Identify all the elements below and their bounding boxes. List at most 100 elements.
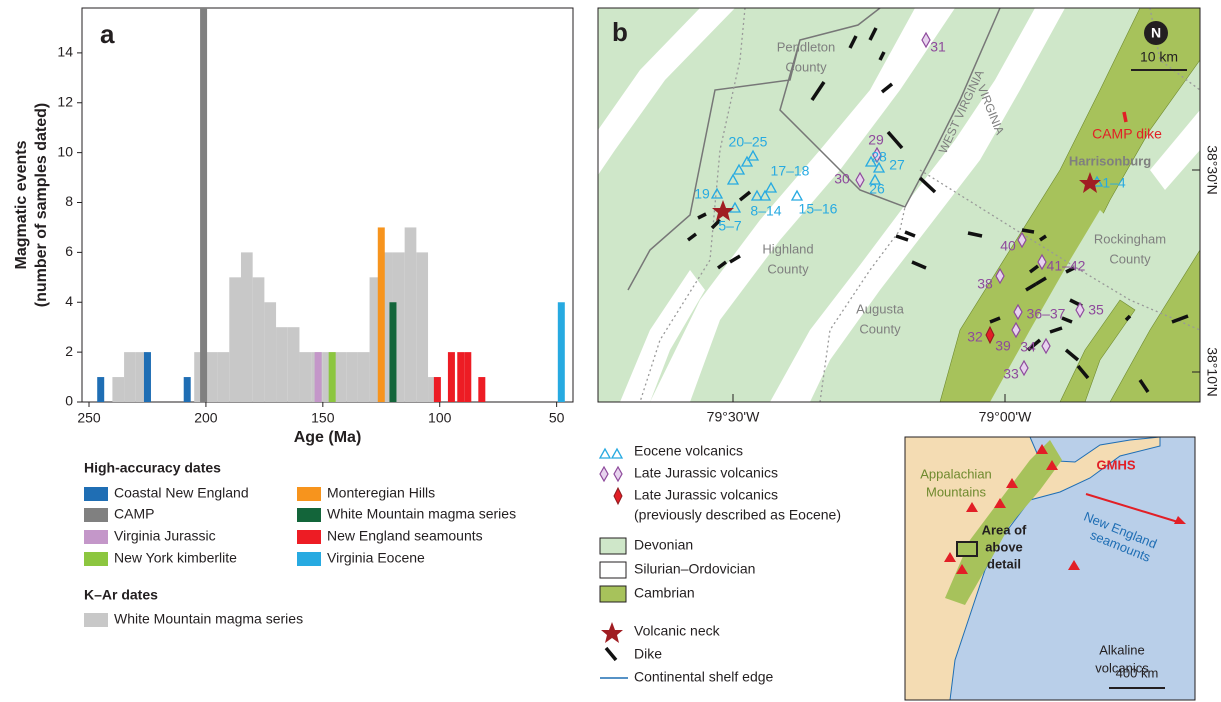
eocene-label: 20–25 (729, 134, 768, 150)
histogram-bar (264, 302, 277, 402)
histogram-bar (194, 352, 206, 402)
inset-label: above (985, 539, 1023, 554)
map-tick-label: 38°10'N (1204, 347, 1220, 397)
bar (433, 377, 441, 402)
cambrian (939, 8, 1200, 402)
y-tick-label: 6 (65, 243, 73, 259)
legend-label: Monteregian Hills (327, 485, 435, 501)
y-axis-label: Magmatic events (13, 140, 30, 269)
map-legend-label: Continental shelf edge (634, 669, 774, 685)
histogram-bar (381, 252, 393, 402)
place-label: Rockingham (1094, 231, 1166, 246)
bar (328, 352, 336, 402)
bar (478, 377, 486, 402)
dikes (686, 27, 1189, 393)
place-label: Pendleton (777, 39, 836, 54)
jurassic-label: 30 (834, 171, 850, 187)
panel-letter: b (612, 17, 628, 47)
legend-swatch (84, 530, 108, 544)
devonian-inlier (990, 210, 1115, 402)
inset-label: 400 km (1116, 665, 1159, 680)
legend-swatch (84, 613, 108, 627)
place-label: Augusta (856, 301, 904, 316)
histogram-bar (346, 352, 358, 402)
x-tick-label: 50 (549, 410, 565, 426)
legend-label: Coastal New England (114, 485, 249, 501)
bar (557, 302, 565, 402)
jurassic-label: 33 (1003, 366, 1019, 382)
scale-label: 10 km (1140, 49, 1178, 65)
north-label: N (1151, 25, 1161, 41)
map-legend-label: Volcanic neck (634, 623, 721, 639)
x-tick-label: 250 (77, 410, 101, 426)
legend-label: Virginia Eocene (327, 550, 425, 566)
map-legend-label: Dike (634, 646, 662, 662)
histogram-bar (252, 277, 265, 402)
camp-dike (1122, 111, 1128, 123)
legend-label: CAMP (114, 506, 154, 522)
bar (183, 377, 191, 402)
histogram-bar (135, 352, 148, 402)
histogram-bar (240, 252, 253, 402)
map-legend-label: (previously described as Eocene) (634, 507, 841, 523)
histogram-bar (217, 352, 230, 402)
place-label: County (1109, 251, 1151, 266)
jurassic-label: 34 (1020, 339, 1036, 355)
map-tick-label: 79°30'W (707, 409, 760, 425)
bar (447, 352, 455, 402)
map-legend-label: Eocene volcanics (634, 443, 743, 459)
state-border (627, 8, 1001, 291)
place-label: Harrisonburg (1069, 153, 1151, 168)
histogram-bar (392, 252, 405, 402)
histogram-bar (276, 327, 288, 402)
reclassified-symbol (985, 325, 995, 345)
x-tick-label: 200 (194, 410, 218, 426)
inset-label: GMHS (1097, 457, 1136, 472)
map-tick-label: 38°30'N (1204, 145, 1220, 195)
histogram-bar (357, 352, 370, 402)
bar (389, 302, 397, 402)
legend-title: High-accuracy dates (84, 460, 221, 476)
bar (97, 377, 105, 402)
inset-label: volcanics (1095, 660, 1149, 675)
jurassic-label: 29 (868, 132, 884, 148)
place-label: County (785, 59, 827, 74)
eocene-label: 17–18 (771, 163, 810, 179)
legend-label: New York kimberlite (114, 550, 237, 566)
inset-map (904, 436, 1196, 701)
map-ticks (732, 169, 1200, 402)
bar (457, 352, 465, 402)
map-legend-label: Cambrian (634, 585, 695, 601)
map (598, 8, 1200, 402)
legend-swatch (297, 552, 321, 566)
histogram-bar (205, 352, 218, 402)
map-legend-label: Late Jurassic volcanics (634, 465, 778, 481)
jurassic-label: 35 (1088, 302, 1104, 318)
jurassic-symbols (855, 31, 1085, 377)
eocene-label: 8–14 (750, 203, 781, 219)
histogram-bar (124, 352, 136, 402)
histogram-bar (369, 277, 382, 402)
jurassic-label: 31 (930, 39, 946, 55)
eocene-label: 19 (694, 186, 710, 202)
map-frame (597, 7, 1201, 403)
jurassic-label: 40 (1000, 238, 1016, 254)
inset-label: Area of (982, 522, 1027, 537)
place-label: Highland (762, 241, 813, 256)
map-legend-label: Silurian–Ordovician (634, 561, 755, 577)
histogram-bar (287, 327, 300, 402)
map-legend-label: Devonian (634, 537, 693, 553)
legend-swatch (297, 530, 321, 544)
histogram-bar (428, 377, 440, 402)
histogram-bar (112, 377, 125, 402)
legend-swatch (84, 552, 108, 566)
place-label: County (859, 321, 901, 336)
inset-label: Appalachian (920, 466, 992, 481)
eocene-label: 15–16 (799, 201, 838, 217)
eocene-label: 27 (889, 157, 905, 173)
silurian-ordovician (598, 8, 1200, 402)
map-legend-label: Late Jurassic volcanics (634, 487, 778, 503)
legend-label: Virginia Jurassic (114, 528, 216, 544)
bar (377, 227, 385, 402)
jurassic-label: 41–42 (1047, 258, 1086, 274)
